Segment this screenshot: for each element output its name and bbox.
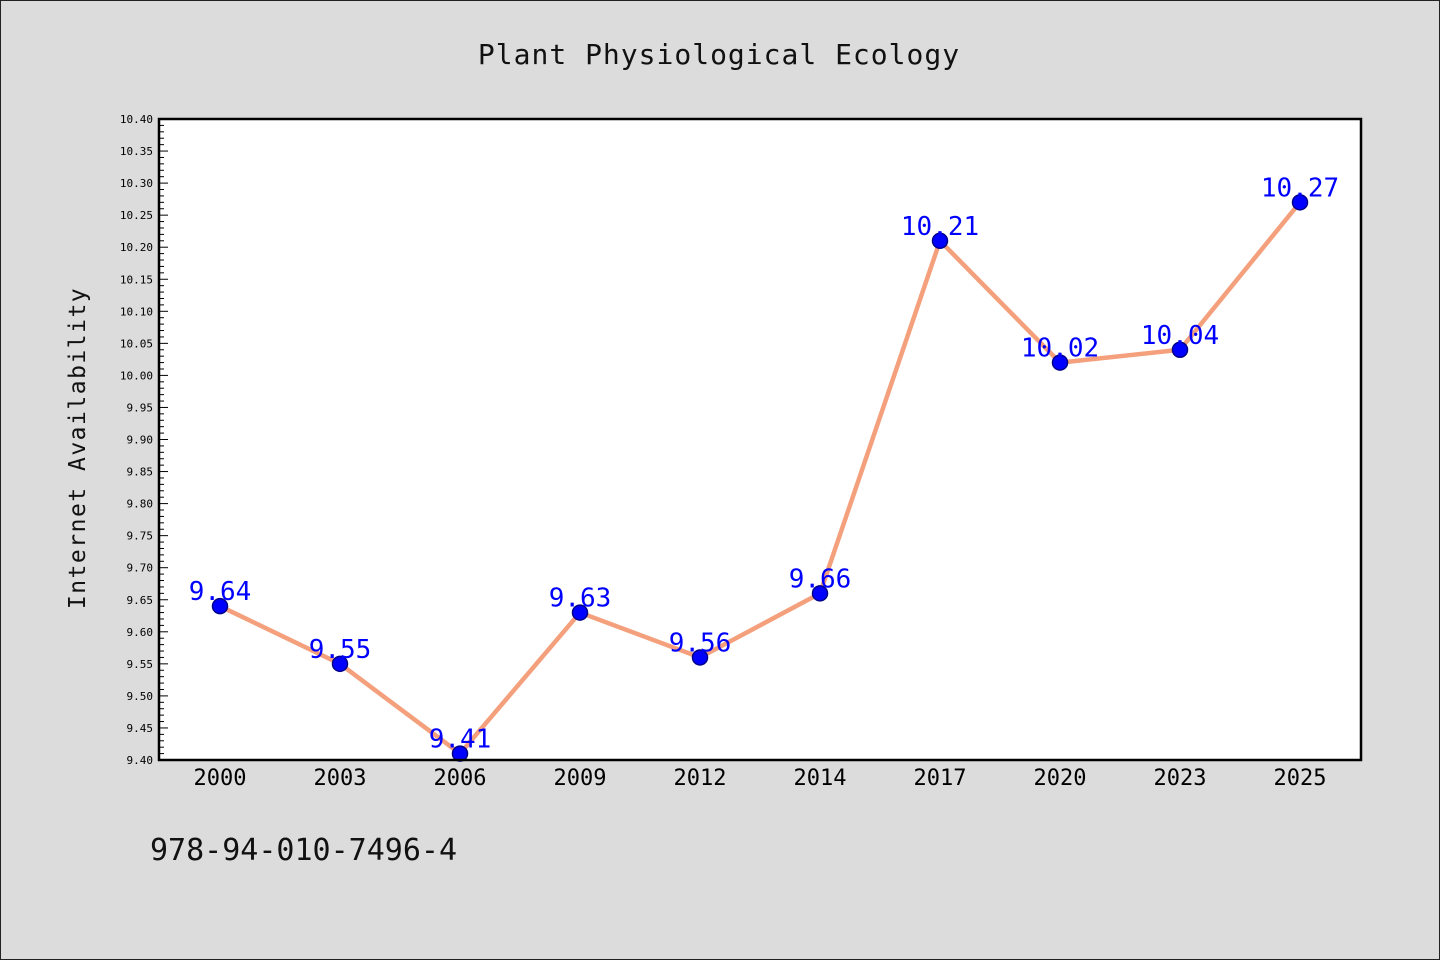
x-axis: 2000 2003 2006 2009 2012 2014 2017 2020 2023 2025 xyxy=(194,766,1327,791)
data-point xyxy=(931,232,949,250)
x-tick-label: 2012 xyxy=(674,766,727,791)
y-tick-label: 10.25 xyxy=(120,209,153,222)
y-tick-label: 9.95 xyxy=(127,401,154,414)
data-label: 9.66 xyxy=(789,564,852,594)
series-layer: 9.64 9.55 9.41 9.63 9.56 9.66 10.21 10.02 10.04 1… xyxy=(189,173,1339,762)
data-label: 9.41 xyxy=(429,725,492,755)
y-tick-label: 9.65 xyxy=(127,594,154,607)
y-tick-label: 9.55 xyxy=(127,658,154,671)
plot-border xyxy=(157,117,1363,762)
data-label: 10.21 xyxy=(901,212,979,242)
y-tick-label: 9.60 xyxy=(127,626,154,639)
x-tick-label: 2006 xyxy=(434,766,487,791)
y-tick-label: 10.05 xyxy=(120,337,153,350)
chart-title: Plant Physiological Ecology xyxy=(478,38,960,71)
y-tick-label: 10.15 xyxy=(120,273,153,286)
y-tick-label: 9.75 xyxy=(127,530,154,543)
x-tick-label: 2003 xyxy=(314,766,367,791)
data-point xyxy=(211,597,229,615)
y-tick-label: 9.70 xyxy=(127,562,154,575)
data-label: 9.64 xyxy=(189,577,252,607)
data-label: 10.27 xyxy=(1261,173,1339,203)
y-tick-label: 9.50 xyxy=(127,690,154,703)
data-point xyxy=(1171,341,1189,359)
data-label: 10.04 xyxy=(1141,321,1219,351)
data-label: 9.63 xyxy=(549,584,612,614)
data-label: 10.02 xyxy=(1021,334,1099,364)
y-tick-label: 9.85 xyxy=(127,466,154,479)
y-axis-label: Internet Availability xyxy=(65,287,91,609)
isbn-text: 978-94-010-7496-4 xyxy=(150,833,458,868)
y-tick-label: 10.20 xyxy=(120,241,153,254)
y-tick-label: 9.80 xyxy=(127,498,154,511)
data-label: 9.56 xyxy=(669,628,732,658)
data-point xyxy=(811,585,829,602)
data-point xyxy=(1051,354,1069,371)
y-tick-label: 9.40 xyxy=(127,754,154,767)
y-tick-label: 10.35 xyxy=(120,145,153,158)
data-point xyxy=(331,655,349,673)
y-tick-label: 9.45 xyxy=(127,722,154,735)
data-point xyxy=(691,649,709,666)
x-tick-label: 2017 xyxy=(914,766,967,791)
y-tick-label: 10.40 xyxy=(120,113,153,126)
data-label: 9.55 xyxy=(309,635,372,665)
plot-area xyxy=(159,119,1361,760)
y-tick-label: 9.90 xyxy=(127,434,154,447)
y-tick-label: 10.10 xyxy=(120,305,153,318)
x-tick-label: 2025 xyxy=(1274,766,1327,791)
series-line xyxy=(219,200,1302,756)
x-tick-label: 2023 xyxy=(1154,766,1207,791)
x-tick-label: 2009 xyxy=(554,766,607,791)
x-tick-label: 2014 xyxy=(794,766,847,791)
x-tick-label: 2000 xyxy=(194,766,247,791)
data-point xyxy=(571,604,589,621)
x-tick-label: 2020 xyxy=(1034,766,1087,791)
y-tick-label: 10.00 xyxy=(120,369,153,382)
data-point xyxy=(1291,194,1309,211)
y-tick-label: 10.30 xyxy=(120,177,153,190)
